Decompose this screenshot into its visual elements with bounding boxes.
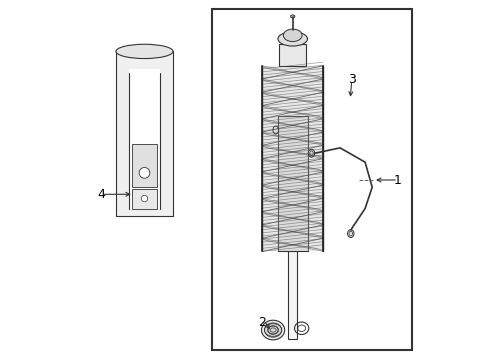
- Bar: [262, 145, 323, 158]
- Bar: [262, 132, 323, 145]
- Text: 4: 4: [98, 188, 105, 201]
- Ellipse shape: [139, 167, 149, 178]
- Bar: [262, 185, 323, 198]
- Ellipse shape: [116, 44, 173, 59]
- Bar: [262, 66, 323, 79]
- Bar: [132, 189, 157, 208]
- Ellipse shape: [347, 230, 353, 238]
- Ellipse shape: [272, 126, 278, 134]
- Ellipse shape: [141, 195, 147, 202]
- Bar: [116, 51, 173, 216]
- Bar: [262, 238, 323, 251]
- Bar: [262, 172, 323, 185]
- Ellipse shape: [307, 149, 314, 157]
- Bar: [262, 225, 323, 238]
- Text: 2: 2: [258, 316, 266, 329]
- Text: 1: 1: [393, 174, 401, 186]
- Bar: [262, 212, 323, 225]
- Bar: [277, 116, 307, 251]
- Ellipse shape: [261, 320, 284, 340]
- Bar: [262, 198, 323, 212]
- Bar: [128, 69, 160, 208]
- Bar: [132, 144, 156, 187]
- Ellipse shape: [290, 15, 294, 18]
- Ellipse shape: [264, 323, 281, 337]
- Bar: [212, 9, 411, 350]
- Bar: [287, 251, 297, 339]
- Bar: [262, 119, 323, 132]
- Ellipse shape: [283, 29, 302, 41]
- Bar: [262, 105, 323, 119]
- Bar: [262, 158, 323, 172]
- Bar: [262, 79, 323, 92]
- Ellipse shape: [277, 32, 307, 46]
- Text: 3: 3: [347, 73, 355, 86]
- Bar: [262, 92, 323, 105]
- Bar: [279, 44, 305, 66]
